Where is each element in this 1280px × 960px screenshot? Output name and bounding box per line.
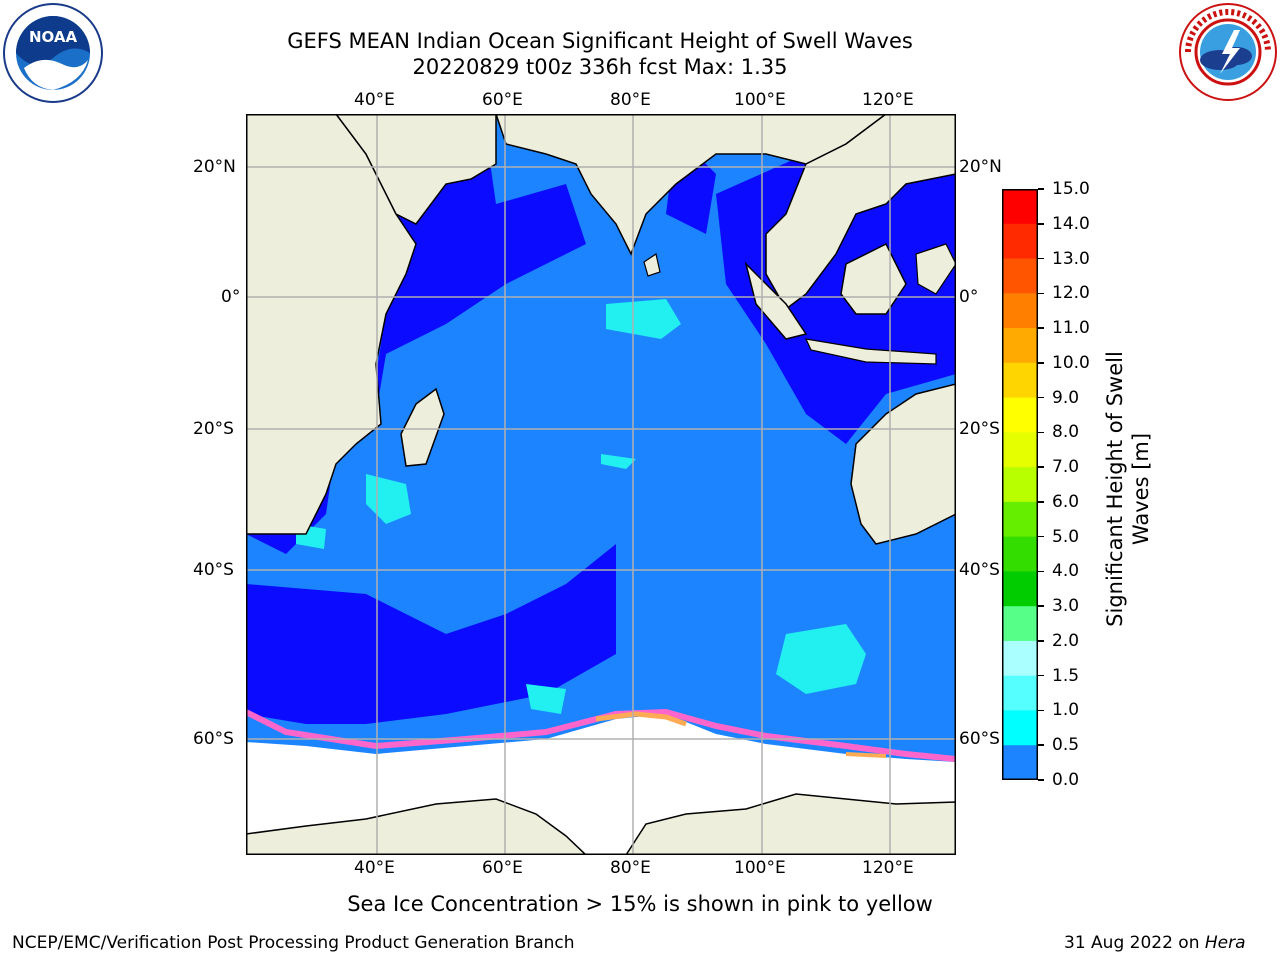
- land-java: [804, 338, 937, 365]
- colorbar-tick-label: 6.0: [1052, 491, 1080, 512]
- colorbar: [1002, 189, 1038, 781]
- low-swell-zone-south: [246, 544, 616, 724]
- colorbar-swatch: [1002, 328, 1038, 364]
- colorbar-tick-mark: [1038, 188, 1044, 190]
- colorbar-tick-mark: [1038, 327, 1044, 329]
- colorbar-tick-label: 7.0: [1052, 457, 1080, 478]
- colorbar-swatch: [1002, 745, 1038, 781]
- colorbar-tick-mark: [1038, 257, 1044, 260]
- high-swell-patch: [606, 299, 681, 339]
- colorbar-tick-mark: [1038, 605, 1044, 607]
- colorbar-frame: [1002, 189, 1038, 780]
- colorbar-tick-label: 15.0: [1052, 179, 1090, 199]
- colorbar-swatch: [1002, 606, 1038, 642]
- lon-tick-top: 80°E: [610, 90, 651, 110]
- colorbar-tick-mark: [1038, 570, 1044, 573]
- map-svg: [244, 113, 957, 856]
- colorbar-tick-label: 10.0: [1052, 352, 1090, 373]
- colorbar-swatch: [1002, 710, 1038, 746]
- colorbar-swatch: [1002, 258, 1038, 294]
- chart-title: GEFS MEAN Indian Ocean Significant Heigh…: [287, 29, 913, 53]
- lat-tick-right: 20°N: [959, 157, 1002, 177]
- sea-ice-note: Sea Ice Concentration > 15% is shown in …: [347, 892, 933, 916]
- lat-tick-right: 0°: [959, 287, 979, 307]
- colorbar-tick-label: 1.0: [1052, 700, 1080, 721]
- colorbar-swatch: [1002, 397, 1038, 433]
- footer-date: 31 Aug 2022 on Hera: [1064, 933, 1246, 953]
- noaa-logo: NOAA: [2, 2, 104, 104]
- colorbar-tick-mark: [1038, 501, 1044, 503]
- map-frame: [246, 114, 956, 855]
- lat-tick-right: 20°S: [959, 419, 1000, 439]
- svg-text:NOAA: NOAA: [29, 28, 78, 46]
- lon-tick-bottom: 120°E: [862, 858, 914, 878]
- lon-tick-bottom: 60°E: [482, 858, 523, 878]
- colorbar-swatch: [1002, 223, 1038, 260]
- lat-tick-left: 20°S: [193, 419, 234, 439]
- colorbar-tick-label: 9.0: [1052, 387, 1080, 408]
- land-madagascar: [400, 387, 445, 467]
- colorbar-swatch: [1002, 189, 1038, 225]
- lon-tick-top: 60°E: [482, 90, 523, 110]
- colorbar-tick-mark: [1038, 223, 1044, 225]
- nws-logo: [1178, 2, 1278, 102]
- lon-tick-top: 40°E: [354, 90, 395, 110]
- footer-date-text: 31 Aug 2022 on: [1064, 933, 1205, 953]
- colorbar-tick-label: 12.0: [1052, 283, 1090, 304]
- colorbar-tick-mark: [1038, 431, 1044, 434]
- colorbar-title-text: Significant Height of Swell Waves [m]: [1103, 351, 1153, 627]
- lon-tick-bottom: 80°E: [610, 858, 651, 878]
- lat-tick-left: 60°S: [193, 729, 234, 749]
- chart-subtitle: 20220829 t00z 336h fcst Max: 1.35: [412, 55, 788, 79]
- colorbar-labels: 15.0 14.0 13.0 12.0 11.0 10.0 9.0 8.0 7.0 6.0 5.0 4…: [1038, 179, 1110, 790]
- colorbar-swatch: [1002, 536, 1038, 573]
- land-arabia: [334, 113, 497, 225]
- lon-tick-bottom: 100°E: [734, 858, 786, 878]
- colorbar-tick-mark: [1038, 396, 1044, 399]
- colorbar-tick-label: 1.5: [1052, 665, 1080, 686]
- colorbar-tick-mark: [1038, 362, 1044, 364]
- lon-tick-top: 100°E: [734, 90, 786, 110]
- land-australia: [850, 383, 957, 545]
- colorbar-tick-label: 0.0: [1052, 770, 1080, 790]
- lat-tick-right: 60°S: [959, 729, 1000, 749]
- colorbar-tick-mark: [1038, 674, 1044, 677]
- colorbar-swatch: [1002, 467, 1038, 503]
- colorbar-swatch: [1002, 571, 1038, 607]
- graticule: [246, 114, 956, 855]
- lat-tick-left: 0°: [221, 287, 241, 307]
- lon-tick-bottom: 40°E: [354, 858, 395, 878]
- colorbar-tick-label: 11.0: [1052, 318, 1090, 339]
- colorbar-svg: [1002, 189, 1038, 781]
- colorbar-swatch: [1002, 675, 1038, 712]
- colorbar-swatch: [1002, 432, 1038, 468]
- colorbar-tick-label: 13.0: [1052, 248, 1090, 269]
- colorbar-swatch: [1002, 501, 1038, 538]
- colorbar-tick-label: 4.0: [1052, 561, 1080, 582]
- lat-tick-left: 40°S: [193, 560, 234, 580]
- colorbar-tick-mark: [1038, 744, 1044, 746]
- colorbar-swatch: [1002, 640, 1038, 677]
- footer-credit: NCEP/EMC/Verification Post Processing Pr…: [12, 933, 575, 953]
- colorbar-tick-mark: [1038, 535, 1044, 538]
- colorbar-swatch: [1002, 293, 1038, 329]
- colorbar-tick-label: 14.0: [1052, 213, 1090, 234]
- colorbar-tick-mark: [1038, 640, 1044, 642]
- map-panel: [244, 113, 957, 856]
- lat-tick-left: 20°N: [193, 157, 236, 177]
- colorbar-tick-mark: [1038, 292, 1044, 295]
- colorbar-swatch: [1002, 362, 1038, 399]
- colorbar-tick-label: 0.5: [1052, 735, 1080, 756]
- colorbar-tick-mark: [1038, 779, 1044, 781]
- lat-tick-right: 40°S: [959, 560, 1000, 580]
- footer-host: Hera: [1204, 933, 1246, 953]
- lon-tick-top: 120°E: [862, 90, 914, 110]
- colorbar-tick-label: 2.0: [1052, 630, 1080, 651]
- colorbar-tick-mark: [1038, 709, 1044, 712]
- colorbar-tick-label: 3.0: [1052, 596, 1080, 617]
- colorbar-tick-label: 8.0: [1052, 422, 1080, 443]
- colorbar-tick-label: 5.0: [1052, 526, 1080, 547]
- colorbar-tick-mark: [1038, 466, 1044, 468]
